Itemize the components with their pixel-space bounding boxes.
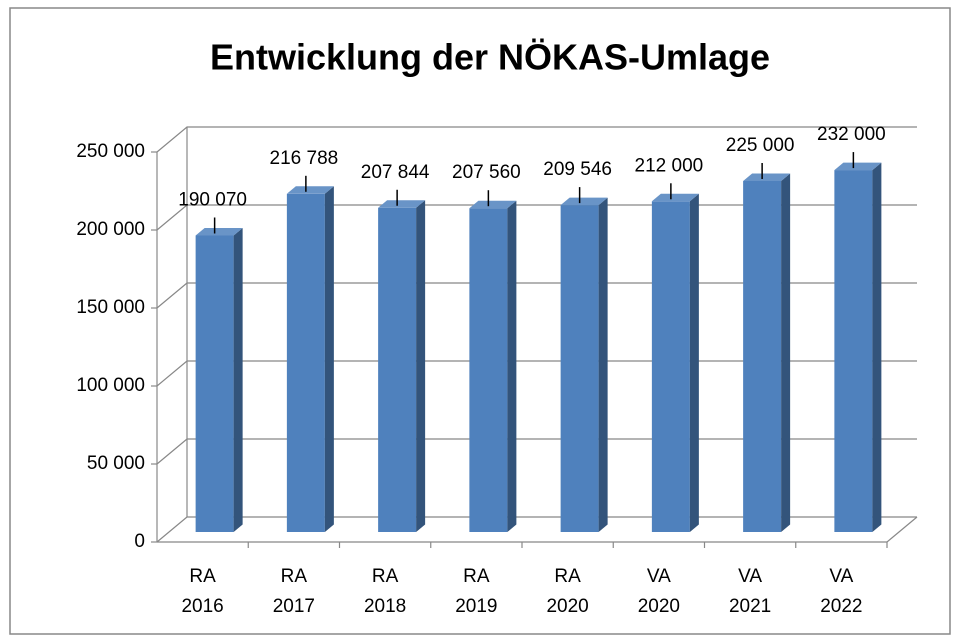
x-tick-label: RA bbox=[463, 566, 490, 587]
bar-top bbox=[286, 186, 334, 194]
bar-front bbox=[469, 208, 508, 532]
value-label: 190 070 bbox=[178, 190, 247, 211]
x-tick-label: 2018 bbox=[364, 596, 406, 617]
bar-side bbox=[598, 197, 608, 532]
x-tick-label: RA bbox=[189, 566, 216, 587]
bar-top bbox=[469, 200, 517, 209]
value-label: 212 000 bbox=[635, 155, 704, 176]
bar-top bbox=[651, 193, 699, 202]
bar-side bbox=[689, 193, 699, 532]
bar-side bbox=[324, 186, 334, 532]
x-tick-label: VA bbox=[738, 566, 762, 587]
bar-front bbox=[378, 207, 417, 532]
bar bbox=[560, 197, 608, 532]
grid-line bbox=[156, 126, 917, 153]
bar-side bbox=[416, 200, 426, 532]
y-tick-label: 250 000 bbox=[76, 141, 145, 162]
bar-side bbox=[233, 227, 243, 533]
y-tick-label: 50 000 bbox=[87, 453, 145, 474]
chart-title: Entwicklung der NÖKAS-Umlage bbox=[210, 37, 770, 78]
x-tick-label: 2020 bbox=[546, 596, 588, 617]
x-tick-label: RA bbox=[281, 566, 308, 587]
bar bbox=[651, 193, 699, 532]
bar-side bbox=[872, 162, 882, 532]
x-tick-label: RA bbox=[554, 566, 581, 587]
bar-front bbox=[195, 235, 234, 533]
bar-top bbox=[834, 162, 882, 171]
value-label: 232 000 bbox=[817, 124, 886, 145]
x-tick-label: 2020 bbox=[638, 596, 680, 617]
bar-front bbox=[286, 193, 325, 532]
bar bbox=[378, 200, 426, 532]
floor-right bbox=[886, 516, 918, 543]
x-tick-label: 2017 bbox=[273, 596, 315, 617]
bar-front bbox=[743, 181, 782, 532]
bar bbox=[195, 227, 243, 533]
x-tick-label: 2019 bbox=[455, 596, 497, 617]
value-label: 209 546 bbox=[543, 159, 612, 180]
x-tick-label: VA bbox=[829, 566, 853, 587]
bar-front bbox=[834, 170, 873, 532]
value-label: 216 788 bbox=[270, 148, 339, 169]
x-tick-label: RA bbox=[372, 566, 399, 587]
bar-top bbox=[743, 173, 791, 181]
x-tick-label: 2021 bbox=[729, 596, 771, 617]
bar-top bbox=[378, 200, 426, 208]
y-tick-label: 200 000 bbox=[76, 219, 145, 240]
bar-side bbox=[781, 173, 791, 532]
x-tick-label: 2016 bbox=[181, 596, 223, 617]
y-tick-label: 150 000 bbox=[76, 297, 145, 318]
y-tick-label: 100 000 bbox=[76, 375, 145, 396]
bar-top bbox=[195, 227, 243, 236]
bar-top bbox=[560, 197, 608, 206]
y-tick-label: 0 bbox=[134, 531, 145, 552]
bar bbox=[469, 200, 517, 532]
value-label: 225 000 bbox=[726, 135, 795, 156]
bar-side bbox=[507, 200, 517, 532]
x-tick-label: 2022 bbox=[820, 596, 862, 617]
bar bbox=[743, 173, 791, 532]
value-label: 207 844 bbox=[361, 162, 430, 183]
value-label: 207 560 bbox=[452, 162, 521, 183]
bar bbox=[834, 162, 882, 532]
bar-front bbox=[560, 205, 599, 532]
bar bbox=[286, 186, 334, 532]
bar-front bbox=[651, 201, 690, 532]
x-tick-label: VA bbox=[647, 566, 671, 587]
